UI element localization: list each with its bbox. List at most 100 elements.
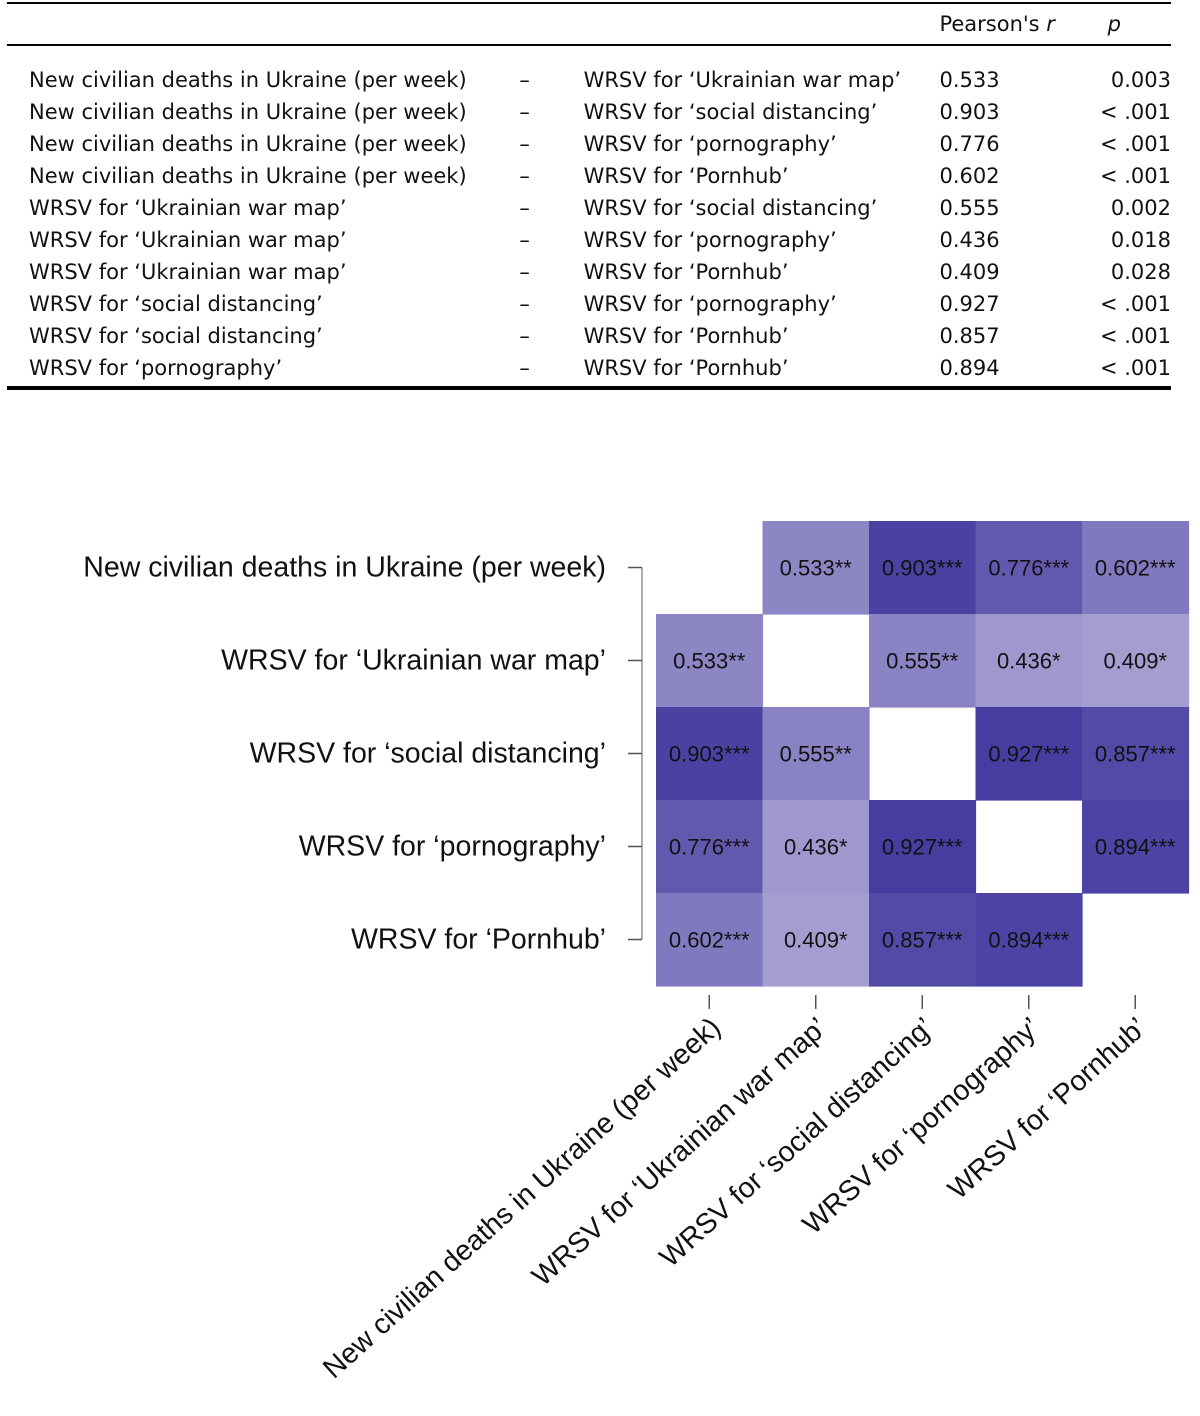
y-axis-tick-label: WRSV for ‘social distancing’: [250, 738, 606, 770]
heatmap-cell: [869, 521, 977, 615]
row-variable-2: WRSV for ‘Pornhub’: [583, 352, 940, 390]
row-p-value: 0.028: [1110, 260, 1171, 284]
row-separator: –: [519, 164, 530, 188]
row-pearson-r: 0.436: [939, 228, 1000, 252]
y-axis-tick-label: New civilian deaths in Ukraine (per week…: [83, 552, 606, 584]
heatmap-cell-label: 0.436*: [997, 649, 1061, 674]
row-variable-2: WRSV for ‘pornography’: [583, 132, 837, 156]
row-p-value: < .001: [1099, 132, 1171, 156]
heatmap-cell: [656, 893, 764, 987]
row-separator: –: [519, 324, 530, 348]
row-separator: –: [519, 100, 530, 124]
heatmap-cell: [762, 800, 870, 894]
table-header-row: Pearson's r p: [7, 2, 1171, 46]
header-p-value: p: [1057, 2, 1171, 46]
pearson-label: Pearson's: [939, 12, 1040, 36]
row-pearson-r: 0.555: [939, 196, 1000, 220]
header-separator: [519, 2, 584, 46]
row-variable-2: WRSV for ‘Ukrainian war map’: [583, 68, 902, 92]
row-variable-2: WRSV for ‘social distancing’: [583, 100, 878, 124]
table-row: WRSV for ‘social distancing’ – WRSV for …: [7, 320, 1171, 352]
heatmap-cell-label: 0.533**: [780, 556, 853, 581]
row-variable-1: WRSV for ‘social distancing’: [29, 324, 323, 348]
row-variable-1: New civilian deaths in Ukraine (per week…: [29, 132, 467, 156]
row-separator: –: [519, 292, 530, 316]
heatmap-cell-label: 0.436*: [784, 835, 848, 860]
header-variable-2: [583, 2, 940, 46]
heatmap-cell: [975, 614, 1083, 708]
heatmap-cell: [762, 893, 870, 987]
table-row: WRSV for ‘Ukrainian war map’ – WRSV for …: [7, 224, 1171, 256]
row-p-value: 0.018: [1110, 228, 1171, 252]
row-pearson-r: 0.927: [939, 292, 1000, 316]
row-p-value: < .001: [1057, 352, 1171, 390]
x-axis-tick-label: WRSV for ‘Pornhub’: [942, 1011, 1153, 1205]
row-separator: –: [519, 352, 584, 390]
table-row: WRSV for ‘Ukrainian war map’ – WRSV for …: [7, 192, 1171, 224]
row-pearson-r: 0.894: [939, 352, 1058, 390]
row-p-value: 0.002: [1110, 196, 1171, 220]
row-variable-1: WRSV for ‘Ukrainian war map’: [29, 260, 347, 284]
row-separator: –: [519, 132, 530, 156]
heatmap-cell-label: 0.602***: [1095, 556, 1176, 581]
y-axis-tick-label: WRSV for ‘Ukrainian war map’: [221, 645, 606, 677]
heatmap-cell-label: 0.927***: [882, 835, 963, 860]
heatmap-cell-label: 0.602***: [669, 928, 750, 953]
heatmap-cell: [656, 800, 764, 894]
heatmap-cell-label: 0.533**: [673, 649, 746, 674]
correlation-table: Pearson's r p New civilian deaths in Ukr…: [7, 2, 1171, 390]
heatmap-cell: [869, 893, 977, 987]
header-variable-1: [7, 2, 520, 46]
row-p-value: < .001: [1099, 324, 1171, 348]
row-variable-1: WRSV for ‘Ukrainian war map’: [29, 196, 347, 220]
table-row: New civilian deaths in Ukraine (per week…: [7, 45, 1171, 96]
row-separator: –: [519, 68, 530, 92]
row-variable-2: WRSV for ‘pornography’: [583, 228, 837, 252]
r-symbol: r: [1046, 12, 1055, 36]
row-variable-1: WRSV for ‘Ukrainian war map’: [29, 228, 347, 252]
table-row: WRSV for ‘social distancing’ – WRSV for …: [7, 288, 1171, 320]
heatmap-cell-label: 0.857***: [1095, 742, 1176, 767]
row-variable-2: WRSV for ‘Pornhub’: [583, 260, 789, 284]
heatmap-cell: [762, 707, 870, 801]
y-axis-tick-label: WRSV for ‘pornography’: [299, 831, 606, 863]
row-p-value: < .001: [1099, 292, 1171, 316]
heatmap-cell: [975, 707, 1083, 801]
heatmap-cell: [869, 800, 977, 894]
header-pearson-r: Pearson's r: [939, 2, 1058, 46]
row-p-value: 0.003: [1110, 68, 1171, 92]
heatmap-cell: [869, 614, 977, 708]
row-variable-2: WRSV for ‘Pornhub’: [583, 324, 789, 348]
row-pearson-r: 0.857: [939, 324, 1000, 348]
row-variable-2: WRSV for ‘pornography’: [583, 292, 837, 316]
row-p-value: < .001: [1099, 100, 1171, 124]
heatmap-cell: [975, 893, 1083, 987]
heatmap-cell: [1082, 521, 1190, 615]
row-pearson-r: 0.602: [939, 164, 1000, 188]
table-row: New civilian deaths in Ukraine (per week…: [7, 128, 1171, 160]
row-separator: –: [519, 228, 530, 252]
row-separator: –: [519, 260, 530, 284]
heatmap-cell-label: 0.555**: [780, 742, 853, 767]
heatmap-cell: [656, 614, 764, 708]
row-separator: –: [519, 196, 530, 220]
heatmap-cell-label: 0.555**: [886, 649, 959, 674]
heatmap-cell-label: 0.903***: [669, 742, 750, 767]
heatmap-cell-label: 0.927***: [988, 742, 1069, 767]
row-variable-1: New civilian deaths in Ukraine (per week…: [29, 164, 467, 188]
heatmap-cell: [975, 521, 1083, 615]
heatmap-cell-label: 0.903***: [882, 556, 963, 581]
table-row: WRSV for ‘pornography’ – WRSV for ‘Pornh…: [7, 352, 1171, 390]
table-row: New civilian deaths in Ukraine (per week…: [7, 96, 1171, 128]
heatmap-cell-label: 0.857***: [882, 928, 963, 953]
heatmap-cell-label: 0.776***: [669, 835, 750, 860]
row-variable-1: New civilian deaths in Ukraine (per week…: [29, 68, 467, 92]
row-pearson-r: 0.409: [939, 260, 1000, 284]
row-variable-1: WRSV for ‘social distancing’: [29, 292, 323, 316]
row-pearson-r: 0.533: [939, 68, 1000, 92]
heatmap-cell-label: 0.409*: [784, 928, 848, 953]
heatmap-cell-label: 0.894***: [1095, 835, 1176, 860]
row-variable-2: WRSV for ‘social distancing’: [583, 196, 878, 220]
heatmap-cell-label: 0.776***: [988, 556, 1069, 581]
